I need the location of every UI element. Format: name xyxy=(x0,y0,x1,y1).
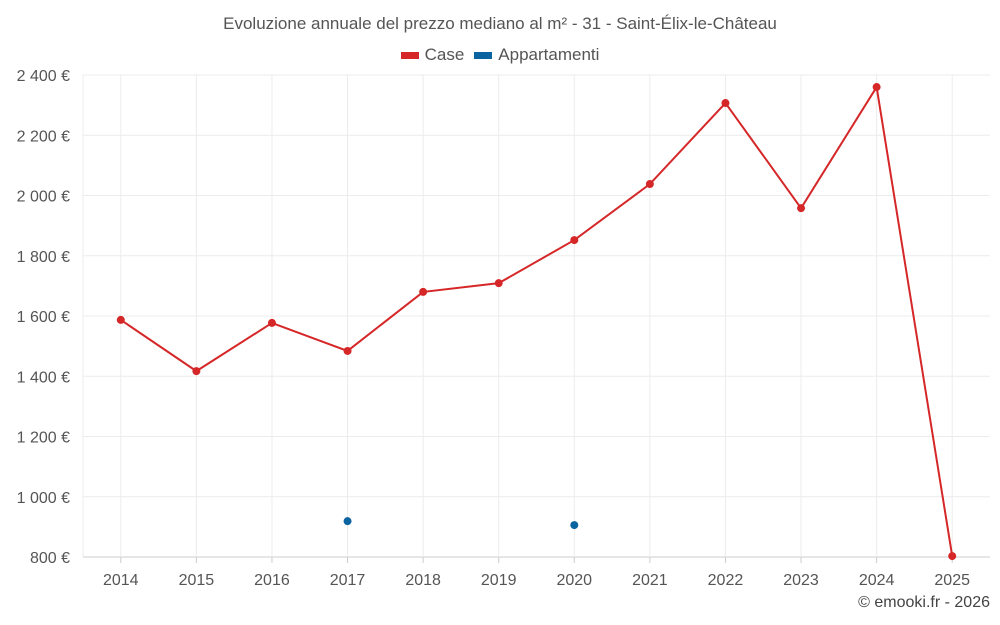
x-tick-label: 2019 xyxy=(481,572,517,589)
data-point-case[interactable] xyxy=(797,204,806,213)
x-tick-label: 2023 xyxy=(783,572,819,589)
x-tick-label: 2016 xyxy=(254,572,290,589)
chart-title: Evoluzione annuale del prezzo mediano al… xyxy=(223,14,777,33)
data-point-case[interactable] xyxy=(267,318,276,327)
y-tick-label: 1 000 € xyxy=(17,490,70,507)
legend-label: Appartamenti xyxy=(498,45,600,64)
y-tick-label: 2 400 € xyxy=(17,68,70,85)
legend: Case Appartamenti xyxy=(0,45,1000,65)
legend-label: Case xyxy=(424,45,465,64)
data-point-case[interactable] xyxy=(494,279,503,288)
legend-swatch xyxy=(400,51,419,59)
data-point-case[interactable] xyxy=(570,236,579,245)
x-tick-label: 2025 xyxy=(934,572,970,589)
x-tick-label: 2022 xyxy=(708,572,744,589)
y-tick-label: 1 600 € xyxy=(17,309,70,326)
x-tick-label: 2015 xyxy=(179,572,215,589)
x-tick-label: 2020 xyxy=(556,572,592,589)
data-point-appartamenti[interactable] xyxy=(570,521,579,530)
y-tick-label: 2 200 € xyxy=(17,128,70,145)
data-point-case[interactable] xyxy=(116,315,125,324)
x-tick-label: 2017 xyxy=(330,572,366,589)
data-point-case[interactable] xyxy=(948,552,957,561)
legend-item-appartamenti[interactable]: Appartamenti xyxy=(474,45,599,65)
legend-item-case[interactable]: Case xyxy=(400,45,465,65)
y-tick-label: 1 400 € xyxy=(17,369,70,386)
series-line-case xyxy=(120,84,954,557)
x-tick-label: 2018 xyxy=(405,572,441,589)
x-tick-label: 2024 xyxy=(859,572,895,589)
y-tick-label: 1 800 € xyxy=(17,249,70,266)
data-point-case[interactable] xyxy=(721,99,730,108)
data-point-case[interactable] xyxy=(419,287,428,296)
x-tick-label: 2021 xyxy=(632,572,668,589)
x-tick-label: 2014 xyxy=(103,572,139,589)
legend-swatch xyxy=(474,51,493,59)
data-point-case[interactable] xyxy=(192,367,201,376)
y-tick-label: 2 000 € xyxy=(17,189,70,206)
credit: © emooki.fr - 2026 xyxy=(858,594,990,611)
data-point-appartamenti[interactable] xyxy=(343,517,352,526)
y-tick-label: 1 200 € xyxy=(17,430,70,447)
data-point-case[interactable] xyxy=(343,346,352,355)
data-point-case[interactable] xyxy=(872,83,881,92)
y-tick-label: 800 € xyxy=(30,550,70,567)
data-point-case[interactable] xyxy=(645,180,654,189)
